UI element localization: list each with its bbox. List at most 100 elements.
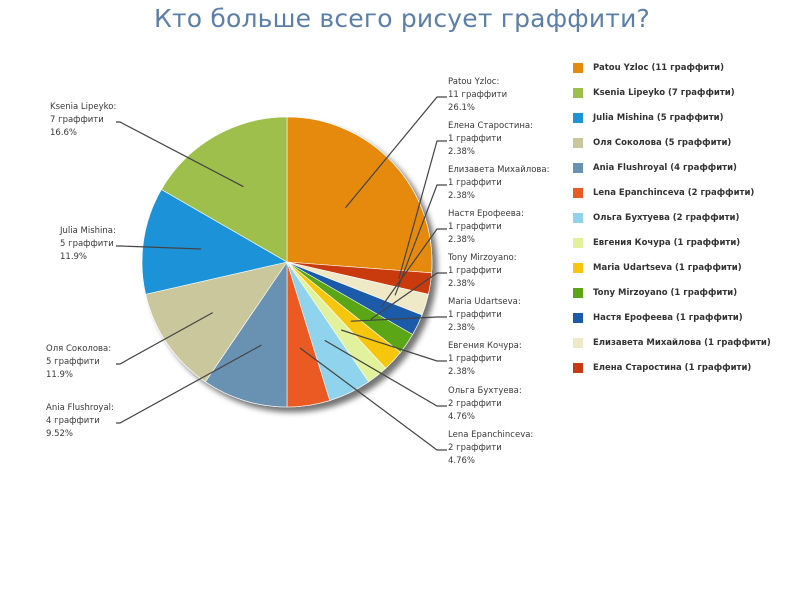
callout-line: Елена Старостина:: [448, 121, 533, 131]
slice-callout: Tony Mirzoyano: 1 граффити 2.38%: [447, 253, 517, 289]
callout-line: Patou Yzloc:: [448, 77, 499, 87]
callout-line: Елизавета Михайлова:: [448, 165, 550, 175]
legend-swatch: [573, 212, 583, 223]
legend-label: Patou Yzloc (11 граффити): [593, 62, 725, 73]
legend-swatch: [573, 337, 583, 348]
legend-swatch: [573, 62, 583, 73]
legend-swatch: [573, 137, 583, 148]
slice-callout: Оля Соколова: 5 граффити 11.9%: [46, 344, 111, 380]
legend-item: Ania Flushroyal (4 граффити): [573, 155, 801, 180]
callout-line: 2.38%: [448, 147, 475, 157]
legend-label: Евгения Кочура (1 граффити): [593, 237, 741, 248]
pie-slice: [141, 189, 288, 295]
legend-item: Ksenia Lipeyko (7 граффити): [573, 80, 801, 105]
legend-label: Ольга Бухтуева (2 граффити): [593, 212, 740, 223]
slice-callout: Ольга Бухтуева: 2 граффити 4.76%: [448, 386, 522, 422]
leader-line: [116, 121, 244, 188]
legend-item: Lena Epanchinceva (2 граффити): [573, 180, 801, 205]
pie-slice: [204, 261, 288, 408]
callout-line: Евгения Кочура:: [448, 341, 522, 351]
leader-line: [299, 347, 447, 451]
leader-line: [350, 316, 447, 322]
slice-callout: Настя Ерофеева: 1 граффити 2.38%: [448, 209, 524, 245]
legend-item: Maria Udartseva (1 граффити): [573, 255, 801, 280]
callout-line: Настя Ерофеева:: [448, 209, 524, 219]
callout-line: 9.52%: [46, 429, 73, 439]
callout-line: 1 граффити: [448, 178, 502, 188]
callout-line: Lena Epanchinceva:: [448, 430, 533, 440]
callout-line: 16.6%: [50, 128, 77, 138]
callout-line: 4.76%: [448, 456, 475, 466]
slice-callout: Елизавета Михайлова: 1 граффити 2.38%: [448, 165, 550, 201]
callout-line: 11 граффити: [448, 90, 507, 100]
legend-item: Елизавета Михайлова (1 граффити): [573, 330, 801, 355]
slice-callout: Ksenia Lipeyko: 7 граффити 16.6%: [50, 102, 116, 138]
legend-label: Tony Mirzoyano (1 граффити): [593, 287, 738, 298]
callout-line: 5 граффити: [46, 357, 100, 367]
leader-line: [341, 329, 447, 362]
chart-title: Кто больше всего рисует граффити?: [154, 4, 650, 33]
callout-line: 4 граффити: [46, 416, 100, 426]
legend-item: Настя Ерофеева (1 граффити): [573, 305, 801, 330]
slice-callout: Julia Mishina: 5 граффити 11.9%: [59, 226, 116, 262]
legend-label: Настя Ерофеева (1 граффити): [593, 312, 743, 323]
callout-line: 1 граффити: [448, 134, 502, 144]
callout-line: 5 граффити: [60, 239, 114, 249]
callout-line: 2 граффити: [448, 399, 502, 409]
pie-slice: [161, 116, 288, 263]
leader-line: [116, 312, 213, 365]
legend-item: Ольга Бухтуева (2 граффити): [573, 205, 801, 230]
callout-line: 2 граффити: [448, 443, 502, 453]
callout-line: Julia Mishina:: [59, 226, 116, 236]
slice-callout: Евгения Кочура: 1 граффити 2.38%: [448, 341, 522, 377]
slice-callout: Lena Epanchinceva: 2 граффити 4.76%: [448, 430, 533, 466]
legend: Patou Yzloc (11 граффити) Ksenia Lipeyko …: [573, 55, 801, 380]
legend-label: Елизавета Михайлова (1 граффити): [593, 337, 771, 348]
callout-line: 2.38%: [448, 279, 475, 289]
callout-line: 2.38%: [448, 191, 475, 201]
legend-label: Ksenia Lipeyko (7 граффити): [593, 87, 735, 98]
legend-item: Елена Старостина (1 граффити): [573, 355, 801, 380]
callout-line: 11.9%: [60, 252, 87, 262]
legend-swatch: [573, 187, 583, 198]
legend-label: Julia Mishina (5 граффити): [593, 112, 724, 123]
callout-line: 7 граффити: [50, 115, 104, 125]
legend-item: Patou Yzloc (11 граффити): [573, 55, 801, 80]
leader-line: [324, 339, 447, 407]
callout-line: 1 граффити: [448, 354, 502, 364]
legend-label: Оля Соколова (5 граффити): [593, 137, 732, 148]
legend-swatch: [573, 237, 583, 248]
callout-line: 26.1%: [448, 103, 475, 113]
legend-label: Елена Старостина (1 граффити): [593, 362, 752, 373]
leader-line: [345, 96, 447, 209]
leader-line: [116, 344, 262, 424]
slice-callout: Maria Udartseva: 1 граффити 2.38%: [448, 297, 521, 333]
leader-line: [398, 140, 447, 280]
slice-callout: Елена Старостина: 1 граффити 2.38%: [448, 121, 533, 157]
slice-callout: Ania Flushroyal: 4 граффити 9.52%: [46, 403, 114, 439]
leader-line: [116, 245, 202, 250]
callout-line: 2.38%: [448, 367, 475, 377]
legend-label: Ania Flushroyal (4 граффити): [593, 162, 737, 173]
leader-line: [394, 184, 447, 296]
callout-line: Ksenia Lipeyko:: [50, 102, 116, 112]
legend-label: Lena Epanchinceva (2 граффити): [593, 187, 755, 198]
callout-line: Maria Udartseva:: [448, 297, 521, 307]
callout-line: 11.9%: [46, 370, 73, 380]
legend-swatch: [573, 162, 583, 173]
legend-swatch: [573, 87, 583, 98]
legend-swatch: [573, 112, 583, 123]
callout-line: Ania Flushroyal:: [46, 403, 114, 413]
legend-item: Julia Mishina (5 граффити): [573, 105, 801, 130]
legend-item: Оля Соколова (5 граффити): [573, 130, 801, 155]
callout-line: 2.38%: [448, 235, 475, 245]
legend-swatch: [573, 312, 583, 323]
callout-line: 1 граффити: [448, 310, 502, 320]
callout-line: 4.76%: [448, 412, 475, 422]
legend-item: Tony Mirzoyano (1 граффити): [573, 280, 801, 305]
callout-line: Tony Mirzoyano:: [447, 253, 517, 263]
leader-line: [380, 228, 447, 308]
legend-swatch: [573, 262, 583, 273]
callout-line: Ольга Бухтуева:: [448, 386, 522, 396]
